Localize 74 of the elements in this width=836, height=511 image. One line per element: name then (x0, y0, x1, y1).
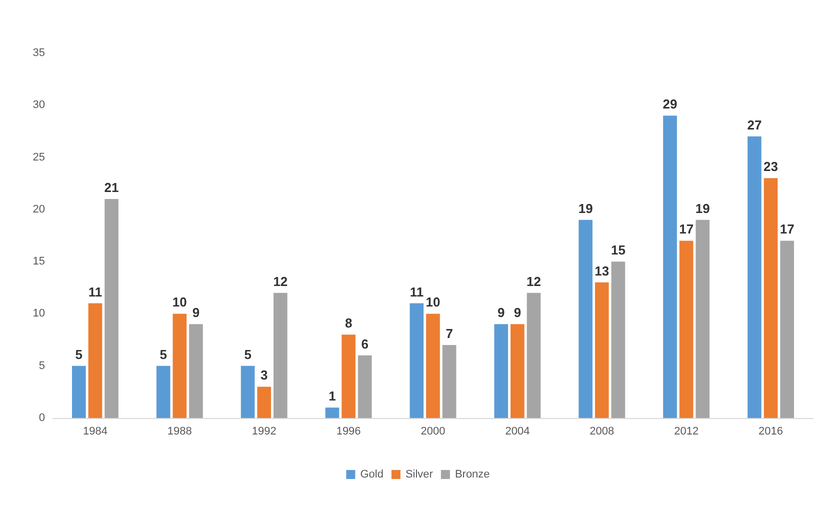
x-tick-label: 2004 (505, 426, 530, 438)
bar (526, 292, 541, 418)
data-label: 9 (514, 305, 522, 320)
y-tick-label: 20 (32, 203, 45, 216)
legend-label: Silver (405, 468, 434, 480)
data-label: 15 (610, 242, 626, 258)
x-tick-label: 1984 (82, 426, 108, 438)
bar (611, 262, 626, 418)
x-tick-label: 1992 (252, 426, 276, 438)
data-label: 17 (679, 222, 694, 237)
data-label: 19 (578, 200, 593, 216)
data-label: 5 (160, 346, 167, 362)
data-label: 5 (244, 346, 252, 362)
data-label: 5 (75, 346, 83, 362)
data-label: 23 (764, 159, 778, 174)
y-tick-label: 10 (32, 308, 45, 320)
bar (410, 303, 424, 418)
data-label: 10 (172, 294, 187, 310)
data-label: 3 (260, 368, 268, 383)
bar (494, 324, 508, 418)
y-tick-label: 30 (32, 99, 45, 112)
y-tick-label: 0 (38, 412, 45, 424)
x-tick-label: 2008 (590, 426, 614, 438)
bar (594, 282, 609, 418)
x-tick-label: 1988 (167, 426, 192, 438)
bar (679, 240, 694, 418)
x-tick-label: 2012 (674, 426, 699, 438)
data-label: 11 (410, 284, 424, 300)
bar (442, 345, 456, 418)
bar (240, 366, 255, 418)
data-label: 8 (344, 316, 352, 331)
x-tick-label: 2016 (758, 426, 784, 438)
bar (274, 292, 288, 418)
data-label: 7 (446, 326, 453, 341)
data-label: 12 (526, 274, 541, 289)
bar (780, 240, 794, 418)
data-label: 17 (780, 222, 794, 237)
data-label: 12 (273, 274, 288, 289)
y-tick-label: 25 (32, 151, 45, 164)
data-label: 9 (498, 305, 505, 320)
bar (748, 136, 762, 418)
bar (72, 366, 86, 418)
bar (342, 334, 356, 418)
data-label: 10 (426, 294, 440, 310)
data-label: 13 (594, 263, 610, 278)
bar (88, 303, 102, 418)
data-label: 6 (361, 336, 368, 352)
data-label: 9 (192, 305, 200, 320)
bar (104, 199, 118, 418)
bar (358, 355, 372, 418)
data-label: 21 (104, 180, 119, 195)
x-tick-label: 2000 (420, 426, 446, 438)
bar (189, 324, 203, 418)
data-label: 1 (328, 388, 336, 404)
y-tick-label: 15 (32, 256, 45, 268)
bar (696, 220, 710, 418)
data-label: 11 (88, 284, 102, 300)
bar (764, 178, 778, 418)
data-label: 29 (662, 96, 678, 112)
bar (325, 408, 340, 418)
bar (172, 314, 187, 418)
bar (257, 386, 272, 418)
x-tick-label: 1996 (336, 426, 361, 438)
data-label: 27 (747, 117, 762, 132)
legend-label: Gold (360, 468, 384, 480)
bar (426, 314, 440, 418)
y-tick-label: 5 (38, 360, 45, 372)
y-tick-label: 35 (32, 47, 45, 59)
data-label: 19 (695, 200, 710, 216)
bar (578, 220, 592, 418)
legend-label: Bronze (454, 468, 490, 480)
bar (510, 324, 524, 418)
bar (663, 116, 677, 418)
bar (156, 366, 170, 418)
